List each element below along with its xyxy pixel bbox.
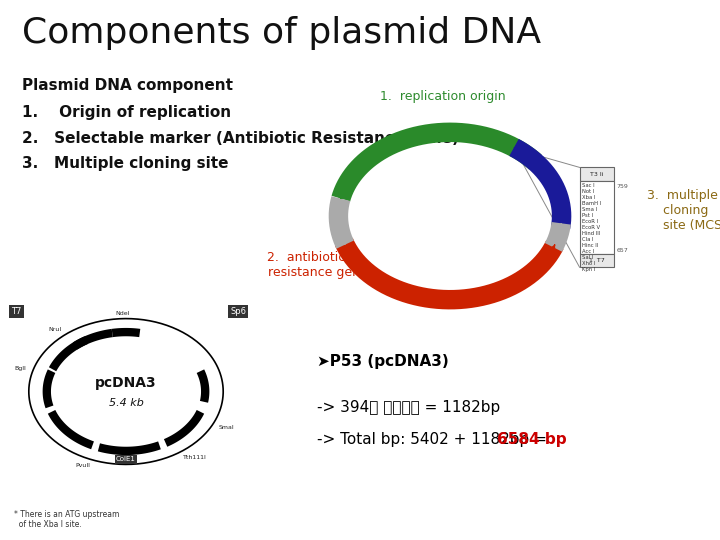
Text: 1.    Origin of replication: 1. Origin of replication: [22, 105, 230, 120]
Text: Sp6: Sp6: [230, 307, 246, 316]
Text: -> 394개 아미노산 = 1182bp: -> 394개 아미노산 = 1182bp: [317, 400, 500, 415]
Text: Sac I
Not I
Xba I
BamH I
Sma I
Pst I
EcoR I
EcoR V
Hind III
Cla I
Hinc II
Acc I
: Sac I Not I Xba I BamH I Sma I Pst I Eco…: [582, 183, 601, 272]
Text: 5.4 kb: 5.4 kb: [109, 399, 143, 408]
Text: 1.  replication origin: 1. replication origin: [380, 90, 505, 103]
Text: Pvull: Pvull: [76, 463, 90, 468]
Text: 2.  antibiotics
    resistance gene: 2. antibiotics resistance gene: [252, 251, 367, 279]
FancyBboxPatch shape: [580, 167, 614, 181]
Text: * There is an ATG upstream
  of the Xba I site.: * There is an ATG upstream of the Xba I …: [14, 510, 120, 529]
Text: 6584 bp: 6584 bp: [497, 432, 566, 447]
FancyBboxPatch shape: [580, 254, 614, 267]
Text: Nrul: Nrul: [48, 327, 62, 332]
Text: 2.   Selectable marker (Antibiotic Resistance gene): 2. Selectable marker (Antibiotic Resista…: [22, 131, 459, 146]
Text: 657: 657: [616, 248, 628, 253]
Text: Ndel: Ndel: [115, 310, 130, 316]
Text: 3.  multiple
    cloning
    site (MCS): 3. multiple cloning site (MCS): [647, 189, 720, 232]
Text: Plasmid DNA component: Plasmid DNA component: [22, 78, 233, 93]
Text: ColE1: ColE1: [116, 456, 136, 462]
Text: 759: 759: [616, 184, 628, 188]
Text: Tth111l: Tth111l: [183, 455, 207, 460]
Text: Components of plasmid DNA: Components of plasmid DNA: [22, 16, 541, 50]
Text: T3 li: T3 li: [590, 172, 603, 177]
Text: -> Total bp: 5402 + 1182bp =: -> Total bp: 5402 + 1182bp =: [317, 432, 552, 447]
Text: Smal: Smal: [219, 424, 235, 429]
Text: pcDNA3: pcDNA3: [95, 376, 157, 390]
Text: ➤P53 (pcDNA3): ➤P53 (pcDNA3): [317, 354, 449, 369]
Text: T7: T7: [12, 307, 22, 316]
Text: Bgll: Bgll: [14, 366, 26, 371]
FancyBboxPatch shape: [580, 181, 614, 254]
Text: 3.   Multiple cloning site: 3. Multiple cloning site: [22, 156, 228, 171]
Text: 1  T7: 1 T7: [589, 258, 605, 263]
